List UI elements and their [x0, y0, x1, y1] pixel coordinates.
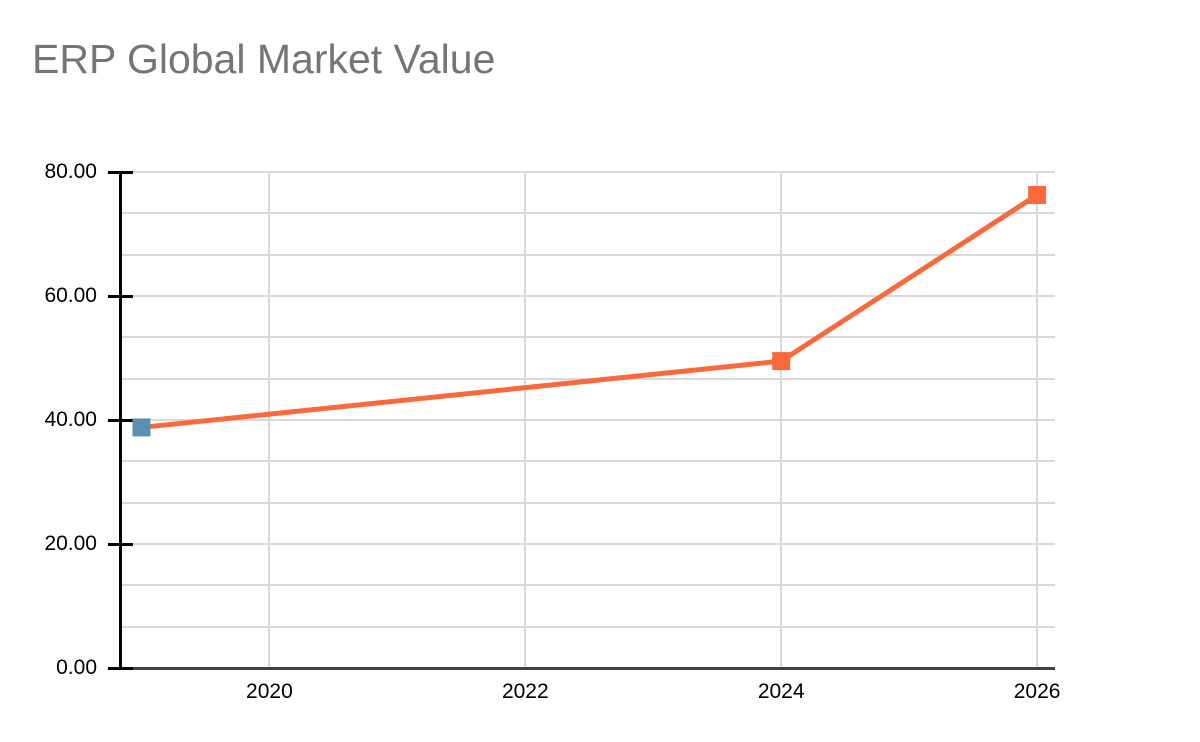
x-axis-tick-label: 2022	[501, 680, 549, 703]
x-axis-baseline	[121, 667, 1055, 670]
y-gridline	[121, 253, 1055, 256]
x-gridline	[268, 172, 271, 668]
y-axis-tick	[108, 666, 133, 670]
x-gridline	[1036, 172, 1039, 668]
x-axis-tick-label: 2024	[757, 680, 805, 703]
y-gridline	[121, 295, 1055, 297]
x-axis-tick-label: 2020	[246, 680, 293, 703]
series-line	[141, 192, 1039, 430]
y-gridline	[121, 212, 1055, 215]
x-gridline	[780, 172, 783, 668]
y-gridline	[121, 501, 1055, 504]
y-gridline	[121, 419, 1055, 421]
y-axis-tick-label: 80.00	[44, 160, 97, 183]
y-gridline	[121, 584, 1055, 587]
y-gridline	[121, 336, 1055, 339]
y-gridline	[121, 171, 1055, 173]
y-axis-tick	[108, 294, 133, 298]
y-gridline	[121, 543, 1055, 545]
x-gridline	[524, 172, 527, 668]
y-axis-tick-label: 60.00	[44, 284, 97, 307]
chart-title: ERP Global Market Value	[32, 36, 496, 82]
y-gridline	[121, 377, 1055, 380]
x-axis-tick-label: 2026	[1013, 680, 1061, 703]
data-point-marker	[132, 418, 151, 437]
y-axis-tick	[108, 542, 133, 546]
y-axis-tick-label: 20.00	[44, 532, 97, 555]
y-gridline	[121, 460, 1055, 463]
y-axis-tick-label: 40.00	[44, 408, 97, 431]
y-gridline	[121, 625, 1055, 628]
y-axis-tick-label: 0.00	[56, 656, 97, 679]
y-axis-tick	[108, 170, 133, 174]
y-axis-tick	[108, 418, 133, 422]
